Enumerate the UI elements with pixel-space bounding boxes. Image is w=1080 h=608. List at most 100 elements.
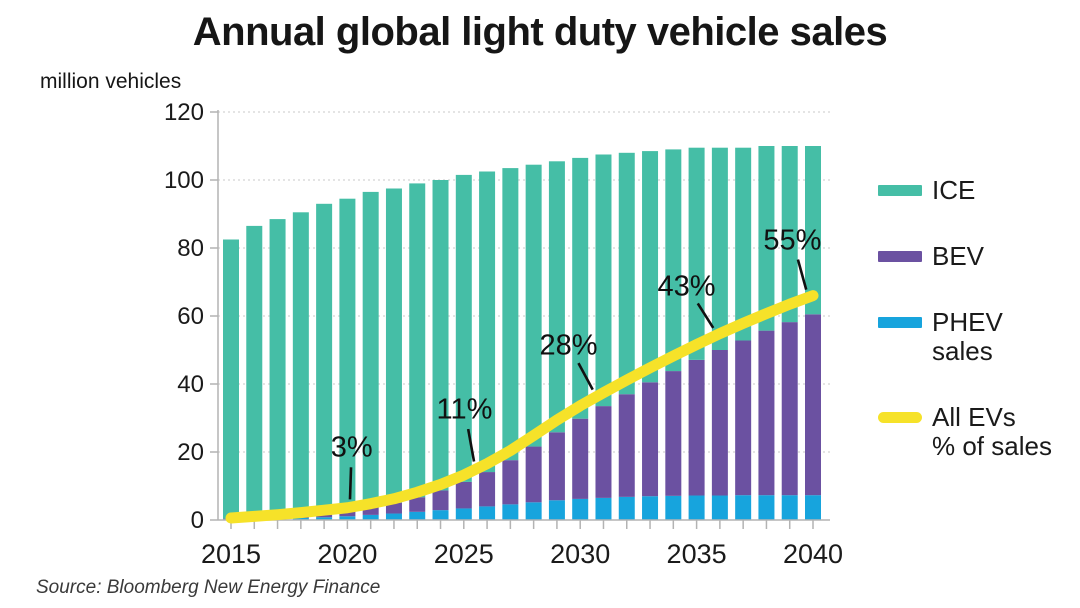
- bar-segment-phev-2040: [805, 495, 821, 520]
- bar-segment-bev-2034: [665, 371, 682, 496]
- x-tick-label-2030: 2030: [550, 539, 610, 569]
- bar-segment-phev-2035: [688, 495, 705, 520]
- bar-segment-ice-2033: [642, 151, 659, 383]
- bar-segment-bev-2021: [362, 506, 379, 515]
- bar-segment-phev-2019: [316, 517, 333, 520]
- bar-segment-phev-2030: [572, 498, 589, 520]
- bar-segment-ice-2019: [316, 203, 333, 513]
- annotations: 3% 11% 28% 43% 55%: [331, 224, 821, 500]
- bar-segment-ice-2018: [292, 212, 309, 515]
- bar-segment-bev-2038: [758, 330, 775, 496]
- legend-item-ice: ICE: [878, 176, 1052, 205]
- bar-segment-ice-2017: [269, 219, 286, 516]
- all-evs-line-swatch: [878, 412, 922, 423]
- bar-segment-phev-2028: [525, 502, 542, 520]
- legend-label-phev: PHEV sales: [932, 307, 1003, 366]
- x-tick-label-2025: 2025: [434, 539, 494, 569]
- bar-segment-ice-2015: [223, 239, 239, 519]
- bar-segment-bev-2037: [735, 340, 752, 496]
- bar-segment-ice-2035: [688, 147, 705, 360]
- bar-segment-ice-2021: [362, 191, 379, 507]
- annotation-pointer-55%: [796, 259, 808, 290]
- bar-segment-phev-2022: [385, 513, 402, 520]
- annotation-label-43%: 43%: [658, 271, 716, 303]
- y-tick-label-60: 60: [177, 303, 204, 330]
- annotation-pointer-3%: [348, 467, 353, 500]
- bar-segment-phev-2025: [455, 508, 472, 520]
- bar-segment-bev-2033: [642, 382, 659, 497]
- bar-segment-ice-2036: [711, 147, 728, 350]
- bar-segment-ice-2022: [385, 188, 402, 503]
- bar-segment-bev-2036: [711, 350, 728, 496]
- bar-segment-bev-2031: [595, 406, 612, 498]
- y-tick-label-0: 0: [191, 507, 204, 534]
- annotation-pointer-28%: [577, 362, 594, 391]
- bar-segment-ice-2024: [432, 180, 449, 491]
- bar-segment-bev-2027: [502, 460, 519, 505]
- bar-segment-phev-2032: [618, 496, 635, 520]
- legend-label-bev: BEV: [932, 241, 985, 271]
- bar-segment-phev-2018: [292, 517, 309, 520]
- bar-segment-ice-2027: [502, 168, 519, 461]
- annotation-label-55%: 55%: [763, 224, 821, 256]
- bar-segment-bev-2020: [339, 510, 356, 517]
- bar-segment-phev-2038: [758, 495, 775, 520]
- bar-segment-phev-2033: [642, 496, 659, 520]
- bar-segment-bev-2026: [479, 472, 496, 507]
- bar-segment-bev-2032: [618, 394, 635, 497]
- x-tick-label-2015: 2015: [201, 539, 261, 569]
- y-tick-label-120: 120: [164, 99, 204, 126]
- y-tick-label-80: 80: [177, 235, 204, 262]
- bar-segment-bev-2039: [781, 322, 798, 496]
- bar-segment-ice-2030: [572, 157, 589, 419]
- annotation-label-28%: 28%: [539, 330, 597, 362]
- x-tick-label-2020: 2020: [317, 539, 377, 569]
- source-attribution: Source: Bloomberg New Energy Finance: [36, 577, 381, 598]
- bar-segment-ice-2029: [548, 161, 565, 433]
- annotation-label-11%: 11%: [436, 393, 492, 425]
- bar-segment-ice-2025: [455, 174, 472, 482]
- bar-segment-phev-2024: [432, 510, 449, 520]
- bar-segment-phev-2037: [735, 495, 752, 520]
- bars-group: [223, 146, 821, 520]
- bar-segment-phev-2021: [362, 514, 379, 520]
- legend-item-all-evs: All EVs % of sales: [878, 403, 1052, 461]
- bev-color-swatch: [878, 251, 922, 262]
- y-tick-label-100: 100: [164, 167, 204, 194]
- bar-segment-bev-2023: [409, 497, 426, 512]
- bar-segment-ice-2039: [781, 146, 798, 323]
- ev-share-line: [225, 290, 819, 524]
- bar-segment-ice-2034: [665, 149, 682, 372]
- bar-segment-phev-2034: [665, 495, 682, 520]
- bar-segment-bev-2024: [432, 490, 449, 511]
- ice-color-swatch: [878, 185, 922, 196]
- bar-segment-ice-2023: [409, 183, 426, 498]
- bar-segment-ice-2028: [525, 164, 542, 447]
- bar-segment-phev-2031: [595, 497, 612, 520]
- phev-color-swatch: [878, 317, 922, 328]
- legend-item-bev: BEV: [878, 242, 1052, 271]
- legend-label-ice: ICE: [932, 175, 976, 205]
- bar-segment-ice-2038: [758, 146, 775, 331]
- bar-segment-phev-2036: [711, 495, 728, 520]
- legend-item-phev: PHEV sales: [878, 308, 1052, 366]
- bar-segment-ice-2032: [618, 152, 635, 395]
- x-tick-label-2035: 2035: [667, 539, 727, 569]
- y-axis-unit-label: million vehicles: [40, 70, 182, 93]
- bar-segment-ice-2037: [735, 147, 752, 341]
- bar-segment-bev-2035: [688, 359, 705, 496]
- ev-share-line-group: [225, 290, 819, 524]
- annotation-pointer-43%: [696, 302, 715, 329]
- bar-segment-bev-2030: [572, 418, 589, 499]
- bar-segment-phev-2029: [548, 500, 565, 520]
- y-tick-label-40: 40: [177, 371, 204, 398]
- annotation-pointer-11%: [466, 428, 476, 462]
- bar-segment-phev-2023: [409, 511, 426, 520]
- bar-segment-phev-2039: [781, 495, 798, 520]
- bar-segment-phev-2026: [479, 506, 496, 520]
- bar-segment-ice-2016: [246, 225, 263, 518]
- bar-segment-bev-2022: [385, 502, 402, 514]
- bar-segment-ice-2026: [479, 171, 496, 473]
